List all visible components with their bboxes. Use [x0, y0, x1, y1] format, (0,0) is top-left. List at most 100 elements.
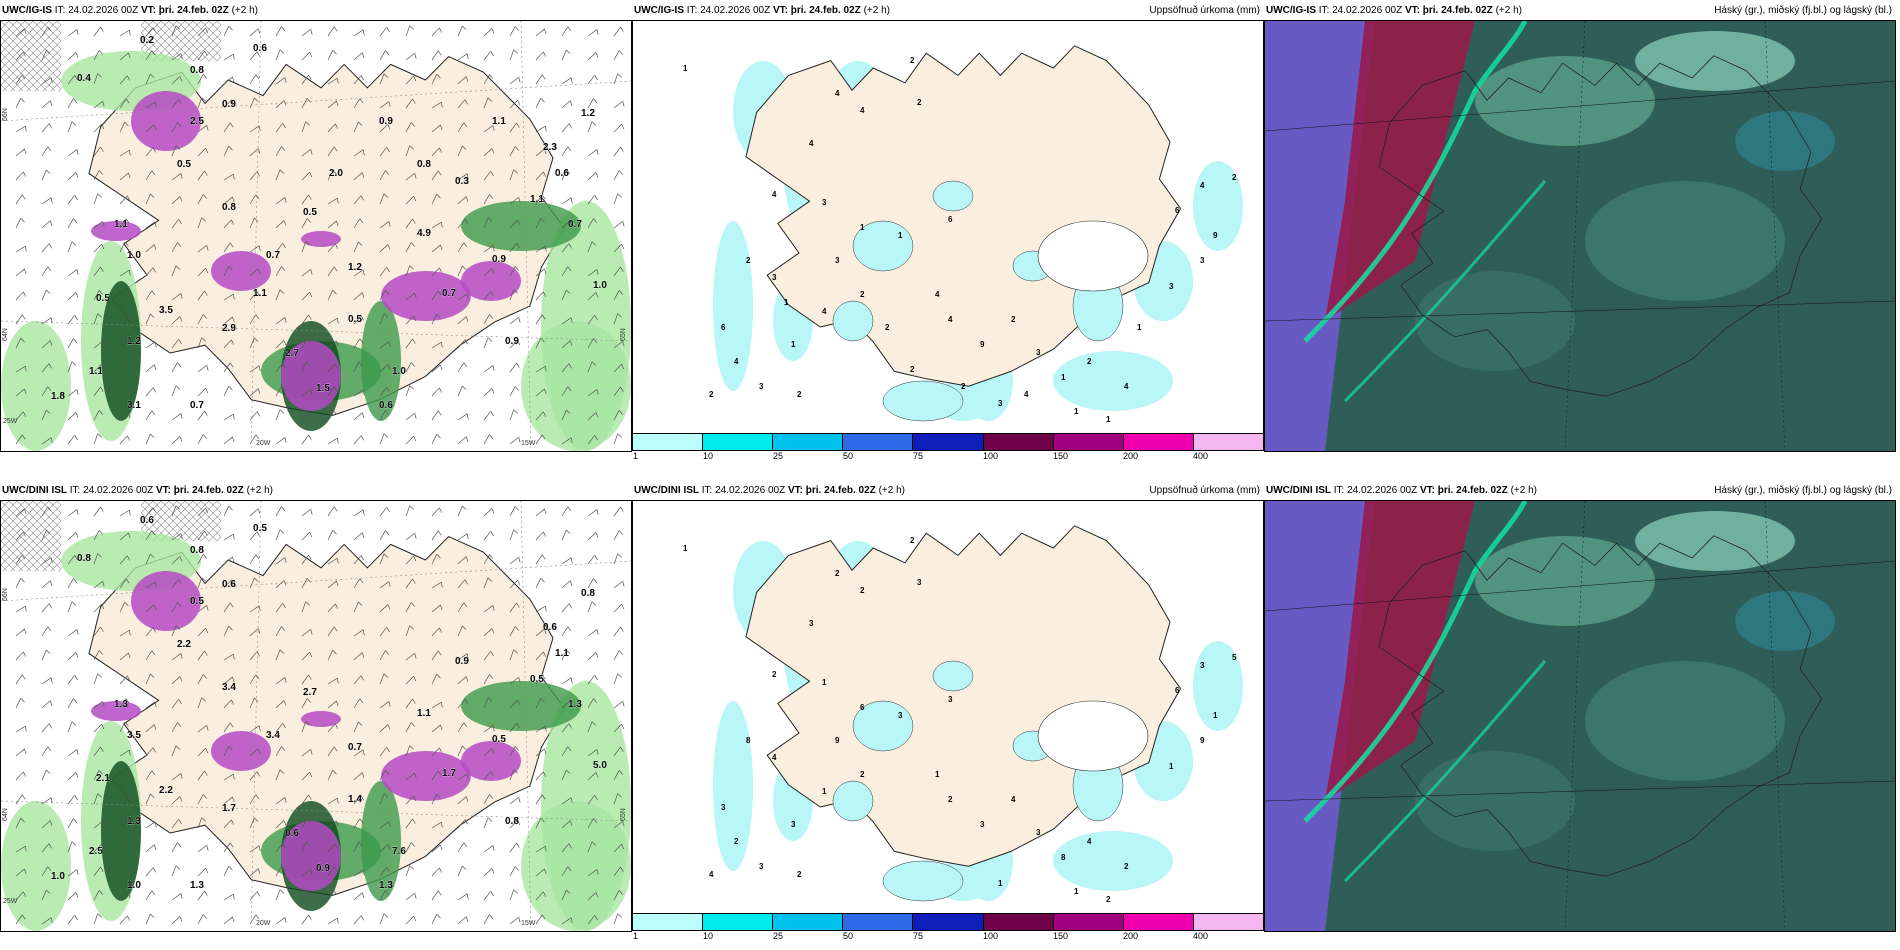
legend-swatch	[703, 914, 774, 930]
wind-barb-icon	[301, 891, 313, 901]
wind-barb-icon	[119, 361, 129, 373]
accum-value-label: 8	[746, 736, 751, 745]
wind-barb-icon	[67, 29, 79, 37]
map-svg: 66N 64N 65N 25W 20W 15W 0.2 0.8 0.9 0.6 0.4 2.5 0.5 0…	[1, 21, 631, 451]
wind-barb-icon	[249, 508, 261, 517]
wind-barb-icon	[457, 362, 468, 373]
wind-barb-icon	[301, 628, 313, 637]
accum-value-label: 2	[910, 536, 915, 545]
wind-barb-icon	[145, 821, 157, 829]
wind-barb-icon	[223, 842, 234, 853]
wind-barb-icon	[197, 674, 207, 685]
wind-barb-icon	[171, 819, 182, 829]
wind-barb-icon	[93, 363, 105, 373]
wind-barb-icon	[327, 340, 339, 349]
wind-barb-icon	[405, 98, 416, 109]
wind-barb-icon	[223, 865, 233, 877]
wind-barb-icon	[93, 313, 103, 325]
precip-value-label: 0.9	[505, 336, 519, 347]
snow-area	[461, 741, 521, 781]
accum-value-label: 1	[935, 770, 940, 779]
wind-barb-icon	[249, 531, 260, 541]
wind-barb-icon	[275, 649, 285, 661]
wind-barb-icon	[509, 339, 521, 349]
wind-barb-icon	[353, 869, 365, 877]
wind-barb-icon	[613, 26, 624, 37]
wind-barb-icon	[171, 173, 183, 181]
wind-barb-icon	[249, 245, 261, 253]
wind-barb-icon	[457, 556, 469, 565]
wind-barb-icon	[249, 388, 261, 397]
wind-barb-icon	[509, 99, 521, 109]
wind-barb-icon	[41, 746, 52, 757]
wind-barb-icon	[587, 532, 599, 541]
wind-barb-icon	[145, 673, 155, 685]
wind-barb-icon	[93, 243, 105, 253]
wind-barb-icon	[379, 267, 390, 277]
wind-barb-icon	[353, 412, 365, 421]
wind-barb-icon	[197, 770, 208, 781]
wind-barb-icon	[171, 385, 181, 397]
wind-barb-icon	[509, 316, 521, 325]
wind-barb-icon	[509, 266, 519, 277]
legend-label: 75	[913, 931, 924, 940]
accum-value-label: 9	[1200, 736, 1205, 745]
wind-barb-icon	[223, 893, 235, 901]
precip-value-label: 0.5	[177, 159, 191, 170]
wind-barb-icon	[431, 821, 443, 829]
accum-value-label: 4	[1087, 837, 1092, 846]
wind-barb-icon	[301, 148, 313, 157]
wind-barb-icon	[353, 772, 365, 781]
wind-barb-icon	[483, 314, 494, 325]
wind-barb-icon	[119, 269, 131, 277]
wind-barb-icon	[431, 433, 441, 445]
accum-value-label: 1	[683, 544, 688, 553]
wind-barb-icon	[327, 437, 339, 445]
wind-barb-icon	[145, 124, 157, 133]
wind-barb-icon	[509, 916, 521, 925]
wind-barb-icon	[327, 220, 339, 229]
wind-barb-icon	[41, 557, 53, 565]
wind-barb-icon	[119, 578, 130, 589]
wind-barb-icon	[67, 915, 78, 925]
wind-barb-icon	[327, 243, 339, 253]
wind-barb-icon	[613, 866, 624, 877]
wind-barb-icon	[15, 748, 27, 757]
wind-barb-icon	[145, 193, 155, 205]
wind-barb-icon	[405, 172, 417, 181]
wind-barb-icon	[275, 340, 287, 349]
wind-barb-icon	[457, 145, 467, 157]
mid-cloud-layer	[1325, 21, 1475, 321]
model-name: UWC/IG-IS	[634, 5, 684, 16]
init-time: 24.02.2026 00Z	[68, 5, 139, 16]
wind-barb-icon	[509, 626, 519, 637]
wind-barb-icon	[353, 601, 363, 613]
wind-barb-icon	[431, 193, 441, 205]
wind-barb-icon	[561, 289, 571, 301]
wind-barb-icon	[613, 603, 625, 613]
wind-barb-icon	[67, 652, 79, 661]
wind-barb-icon	[587, 195, 598, 205]
legend-labels: 1 10 25 50 75 100 150 200 400	[632, 451, 1264, 460]
precip-value-label: 1.1	[417, 708, 431, 719]
wind-barb-icon	[119, 75, 131, 85]
wind-barb-icon	[405, 362, 415, 373]
wind-barb-icon	[587, 578, 598, 589]
map-area: 1 2 4 4 2 4 4 3 1 2 3 3 2 1 4 4 9 2 3 1 2 4 3 3 6 4 2 9 6 4 2 3 1 2 1 1 3 6 4 1…	[632, 20, 1264, 439]
wind-barb-icon	[197, 50, 208, 61]
accum-value-label: 9	[835, 736, 840, 745]
wind-barb-icon	[379, 793, 389, 805]
wind-barb-icon	[301, 651, 313, 661]
wind-barb-icon	[405, 292, 417, 301]
cloud-patch	[1585, 181, 1785, 301]
wind-barb-icon	[561, 26, 572, 37]
wind-barb-icon	[483, 697, 493, 709]
wind-barb-icon	[15, 794, 26, 805]
wind-barb-icon	[119, 675, 131, 685]
wind-barb-icon	[15, 697, 25, 709]
wind-barb-icon	[145, 627, 156, 637]
wind-barb-icon	[587, 869, 599, 877]
wind-barb-icon	[613, 193, 623, 205]
panel-title: UWC/DINI ISL IT: 24.02.2026 00Z VT: þri.…	[1266, 485, 1892, 496]
wind-barb-icon	[483, 577, 493, 589]
